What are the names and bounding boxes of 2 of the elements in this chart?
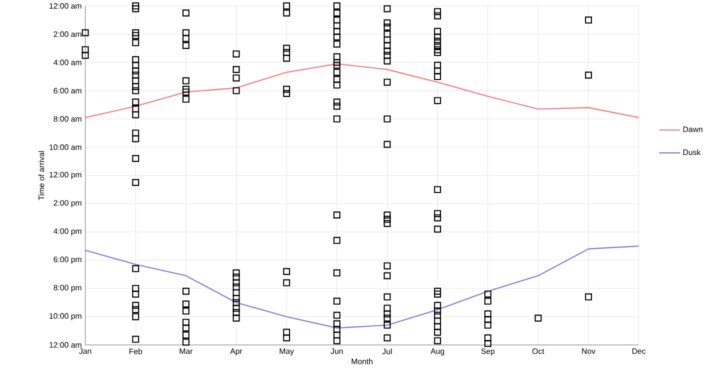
line-series xyxy=(84,63,640,118)
line-series xyxy=(84,245,640,328)
